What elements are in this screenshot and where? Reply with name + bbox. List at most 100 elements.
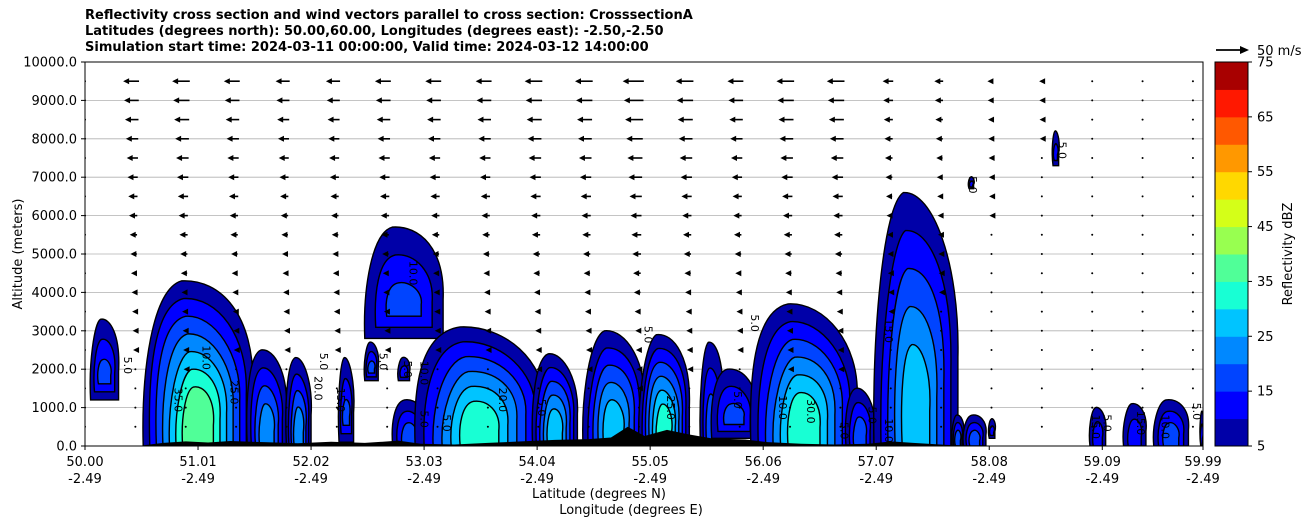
wind-vector-head	[684, 270, 691, 277]
echo-cell	[414, 326, 545, 446]
wind-vector-head	[938, 251, 945, 257]
wind-vector-head	[832, 193, 839, 200]
wind-dot	[1141, 137, 1144, 140]
wind-vector-head	[427, 116, 434, 123]
x-tick-label-lon: -2.49	[972, 472, 1006, 487]
wind-vector-head	[837, 347, 844, 353]
echo-cell	[844, 387, 875, 446]
wind-dot	[1040, 387, 1043, 390]
wind-vector-head	[675, 78, 682, 85]
wind-vector-head	[228, 193, 235, 200]
wind-dot	[1040, 214, 1043, 217]
title-line-3: Simulation start time: 2024-03-11 00:00:…	[85, 40, 649, 55]
wind-vector-head	[278, 155, 285, 161]
wind-dot	[1191, 329, 1194, 332]
wind-vector-head	[333, 308, 340, 315]
wind-vector-head	[484, 289, 491, 296]
wind-dot	[940, 310, 943, 313]
wind-dot	[537, 425, 540, 428]
y-tick-label: 6000.0	[32, 209, 78, 224]
wind-vector-head	[131, 289, 138, 296]
x-tick-label-lat: 52.02	[292, 455, 329, 470]
wind-vector-head	[885, 174, 892, 181]
wind-vector-head	[578, 135, 585, 142]
wind-vector-head	[125, 135, 132, 142]
wind-dot	[1141, 368, 1144, 371]
wind-vector-head	[433, 270, 440, 277]
colorbar-segment	[1215, 171, 1248, 200]
wind-dot	[235, 387, 238, 390]
echo-cell	[1152, 399, 1190, 446]
contour-label: 5.0	[1190, 403, 1203, 421]
colorbar-tick-label: 5	[1257, 440, 1265, 455]
wind-dot	[1141, 176, 1144, 179]
wind-vector-head	[583, 270, 590, 277]
wind-dot	[184, 406, 187, 409]
contour-label: 5.0	[418, 410, 431, 428]
axes: 0.0 1000.0 2000.0 3000.0 4000.0 5000.0 6000.0 7…	[11, 56, 1222, 519]
title-line-2: Latitudes (degrees north): 50.00,60.00, …	[85, 24, 664, 39]
wind-vector-head	[936, 155, 943, 161]
wind-vector-head	[636, 385, 643, 392]
wind-vector-head	[332, 270, 339, 277]
wind-vector-head	[629, 193, 636, 200]
wind-dot	[1191, 214, 1194, 217]
contour-label: 10.0	[776, 395, 789, 420]
y-tick-label: 1000.0	[32, 401, 78, 416]
wind-vector-head	[374, 78, 381, 85]
wind-vector-head	[935, 135, 942, 142]
wind-dot	[134, 425, 137, 428]
wind-vector-head	[375, 97, 382, 104]
wind-vector-head	[379, 174, 386, 181]
x-tick-label-lat: 58.08	[971, 455, 1008, 470]
wind-vector-head	[382, 270, 389, 277]
wind-vector-head	[827, 97, 834, 104]
wind-vector-head	[838, 366, 845, 373]
wind-vector-head	[736, 327, 743, 334]
wind-dot	[1040, 195, 1043, 198]
wind-vector-head	[174, 116, 181, 123]
contour-label: 10.0	[882, 418, 895, 443]
y-tick-label: 5000.0	[32, 248, 78, 263]
wind-vector-head	[526, 116, 533, 123]
colorbar-segment	[1215, 391, 1248, 420]
wind-dot	[1091, 387, 1094, 390]
contour-label: 5.0	[748, 314, 761, 332]
wind-dot	[436, 368, 439, 371]
wind-vector-head	[180, 270, 187, 277]
wind-dot	[1191, 195, 1194, 198]
wind-vector-head	[231, 270, 238, 277]
wind-vector-head	[128, 212, 135, 219]
wind-dot	[637, 406, 640, 409]
wind-vector-head	[435, 347, 442, 353]
wind-vector-head	[228, 174, 235, 181]
x-tick-label-lat: 59.99	[1184, 455, 1221, 470]
echo-cell	[987, 418, 997, 440]
wind-dot	[386, 406, 389, 409]
wind-vector-head	[329, 155, 336, 161]
wind-vector-head	[579, 174, 586, 181]
contour-label: 5.0	[317, 353, 330, 371]
wind-vector-head	[524, 78, 531, 85]
wind-vector-head	[988, 155, 995, 161]
wind-vector-head	[129, 231, 136, 238]
wind-vector-head	[989, 193, 996, 200]
contour-label: 5.0	[865, 407, 878, 425]
wind-vector-head	[532, 251, 539, 257]
contour-level-2	[1126, 418, 1143, 446]
wind-vector-head	[231, 251, 238, 257]
wind-vector-head	[678, 135, 685, 142]
wind-dot	[990, 406, 993, 409]
wind-vector-head	[635, 347, 642, 353]
wind-vector-head	[780, 155, 787, 161]
wind-vector-head	[377, 135, 384, 142]
wind-dot	[1040, 272, 1043, 275]
wind-vector-head	[583, 251, 590, 257]
wind-vector-head	[934, 97, 941, 104]
wind-vector-head	[781, 174, 788, 181]
contour-label: 15.0	[882, 319, 895, 344]
wind-vector-head	[183, 366, 190, 373]
wind-dot	[436, 387, 439, 390]
wind-vector-head	[283, 308, 290, 315]
wind-vector-head	[481, 212, 488, 219]
